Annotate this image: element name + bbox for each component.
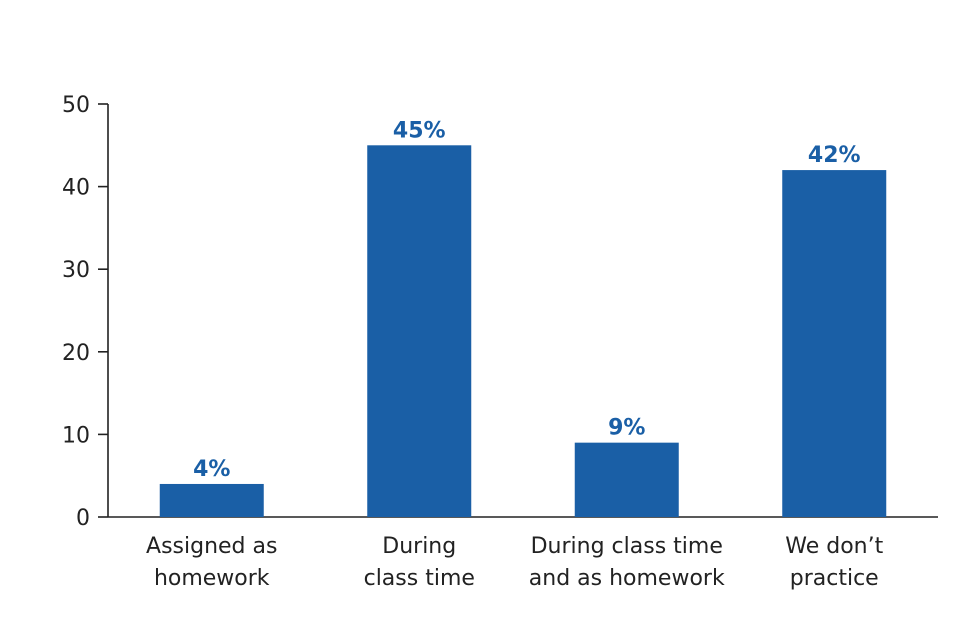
data-labels: 4% 45% 9% 42% [193, 118, 861, 482]
x-tick-label-line: class time [364, 566, 475, 591]
y-tick-label: 10 [62, 423, 90, 448]
bars [159, 145, 887, 518]
x-tick-label: During class time and as homework [529, 534, 725, 591]
data-label: 9% [608, 416, 645, 441]
x-tick-label: During class time [364, 534, 475, 591]
x-tick-label-line: During [382, 534, 456, 559]
y-tick-label: 20 [62, 341, 90, 366]
bar [782, 170, 887, 517]
bar [367, 145, 472, 518]
x-tick-label-line: During class time [531, 534, 723, 559]
y-tick-label: 40 [62, 176, 90, 201]
y-axis: 0 10 20 30 40 50 [62, 93, 109, 531]
x-tick-label-line: and as homework [529, 566, 725, 591]
x-tick-label-line: We don’t [785, 534, 883, 559]
bar [159, 483, 264, 517]
x-tick-label: We don’t practice [785, 534, 883, 591]
x-tick-label-line: homework [154, 566, 270, 591]
x-tick-label-line: Assigned as [146, 534, 277, 559]
y-tick-label: 30 [62, 258, 90, 283]
x-tick-label-line: practice [790, 566, 879, 591]
x-tick-label: Assigned as homework [146, 534, 277, 591]
y-tick-label: 50 [62, 93, 90, 118]
data-label: 45% [393, 118, 446, 143]
data-label: 4% [193, 457, 230, 482]
bar [574, 442, 679, 517]
data-label: 42% [808, 143, 861, 168]
y-tick-label: 0 [76, 506, 90, 531]
